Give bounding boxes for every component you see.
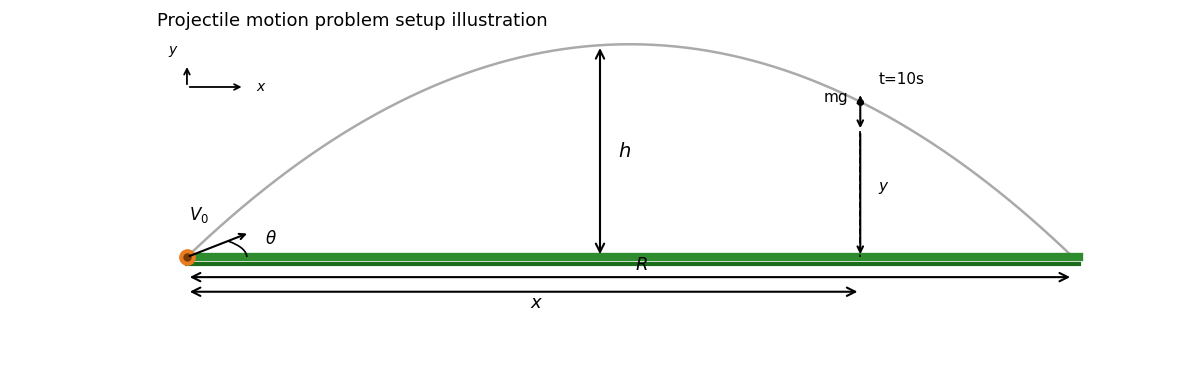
Text: x: x [530,294,541,312]
Text: h: h [618,142,630,160]
Text: x: x [257,80,265,94]
Text: R: R [636,256,648,274]
Text: mg: mg [823,90,848,105]
Text: y: y [878,179,887,194]
Text: $\theta$: $\theta$ [265,230,277,248]
Text: t=10s: t=10s [878,72,924,87]
Text: y: y [168,43,176,57]
Text: Projectile motion problem setup illustration: Projectile motion problem setup illustra… [157,13,547,30]
Text: V$_0$: V$_0$ [188,205,209,225]
